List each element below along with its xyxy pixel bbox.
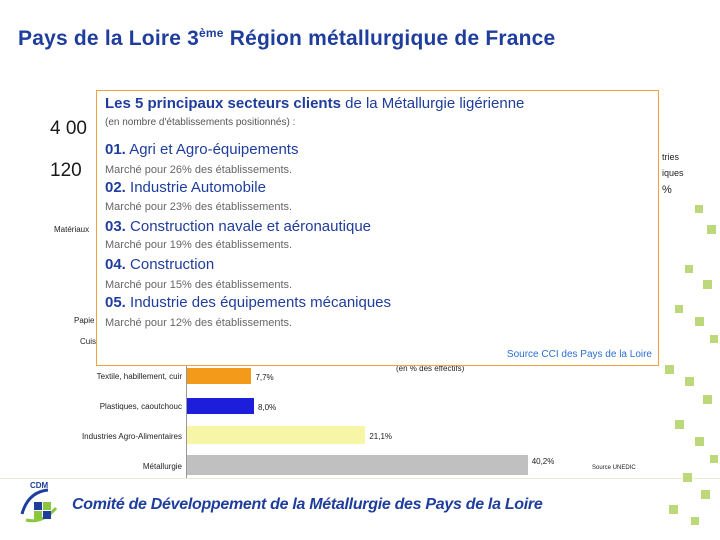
background-label-papier: Papie [74, 316, 95, 325]
cdm-logo-icon [20, 488, 58, 523]
effectifs-note: (en % des effectifs) [396, 364, 465, 373]
sector-item-number: 01. [105, 141, 126, 158]
decorative-grid [655, 205, 720, 540]
popup-title: Les 5 principaux secteurs clients de la … [105, 95, 524, 112]
background-number-2: 120 [50, 160, 82, 181]
logo-text: CDM [30, 481, 49, 490]
sector-item-number: 05. [105, 294, 126, 311]
sector-item-1-description: Marché pour 26% des établissements. [105, 164, 293, 176]
background-label-materiaux: Matériaux [54, 225, 90, 234]
sector-item-2-description: Marché pour 23% des établissements. [105, 201, 293, 213]
cdm-logo: CDM [18, 481, 62, 528]
sector-item-label: Industrie Automobile [125, 179, 266, 196]
value-label: 8,0% [258, 403, 277, 412]
category-label: Industries Agro-Alimentaires [81, 432, 182, 441]
chart-source: Source UNEDIC [592, 465, 636, 471]
sector-item-3-heading: 03. Construction navale et aéronautique [105, 218, 371, 235]
clients-popup: Les 5 principaux secteurs clients de la … [96, 90, 659, 366]
bar-plastiques [186, 398, 254, 414]
sector-item-4-heading: 04. Construction [105, 256, 214, 273]
sector-item-5-heading: 05. Industrie des équipements mécaniques [105, 294, 391, 311]
footer-divider [0, 478, 720, 479]
organization-name: Comité de Développement de la Métallurgi… [72, 496, 543, 513]
background-fragment-2: iques [662, 168, 684, 178]
title-rank-sup: ème [199, 26, 224, 40]
background-label-cuisine: Cuisi [80, 337, 98, 346]
category-label: Textile, habillement, cuir [96, 372, 182, 381]
value-label: 21,1% [369, 432, 393, 441]
popup-title-bold: Les 5 principaux secteurs clients [105, 95, 341, 112]
sector-item-number: 03. [105, 218, 126, 235]
bar-agro-alimentaires [186, 426, 366, 444]
title-part2: Région métallurgique de France [223, 27, 556, 50]
background-number-1: 4 00 [50, 118, 87, 139]
sector-item-label: Construction navale et aéronautique [125, 218, 372, 235]
background-fragment-3: % [662, 184, 672, 196]
sector-item-2-heading: 02. Industrie Automobile [105, 179, 266, 196]
category-label: Métallurgie [142, 462, 182, 471]
sector-item-3-description: Marché pour 19% des établissements. [105, 239, 293, 251]
sector-item-1-heading: 01. Agri et Agro-équipements [105, 141, 298, 158]
title-rank: 3 [187, 27, 200, 50]
sector-item-number: 04. [105, 256, 126, 273]
sector-item-label: Agri et Agro-équipements [125, 141, 299, 158]
title-part1: Pays de la Loire [18, 27, 188, 50]
background-fragment-1: tries [662, 152, 680, 162]
sector-item-5-description: Marché pour 12% des établissements. [105, 317, 293, 329]
bar-textile [186, 368, 252, 384]
sector-item-label: Construction [125, 256, 215, 273]
category-label: Plastiques, caoutchouc [99, 402, 182, 411]
bar-metallurgie [186, 455, 528, 475]
value-label: 40,2% [531, 457, 555, 466]
popup-title-rest: de la Métallurgie ligérienne [340, 95, 525, 112]
sector-item-4-description: Marché pour 15% des établissements. [105, 279, 293, 291]
popup-source: Source CCI des Pays de la Loire [506, 349, 652, 360]
sector-item-label: Industrie des équipements mécaniques [125, 294, 392, 311]
value-label: 7,7% [255, 373, 274, 382]
popup-subtitle: (en nombre d'établissements positionnés)… [105, 117, 296, 128]
page-title: Pays de la Loire 3ème Région métallurgiq… [18, 26, 555, 51]
sector-item-number: 02. [105, 179, 126, 196]
chart-axis [186, 362, 187, 478]
